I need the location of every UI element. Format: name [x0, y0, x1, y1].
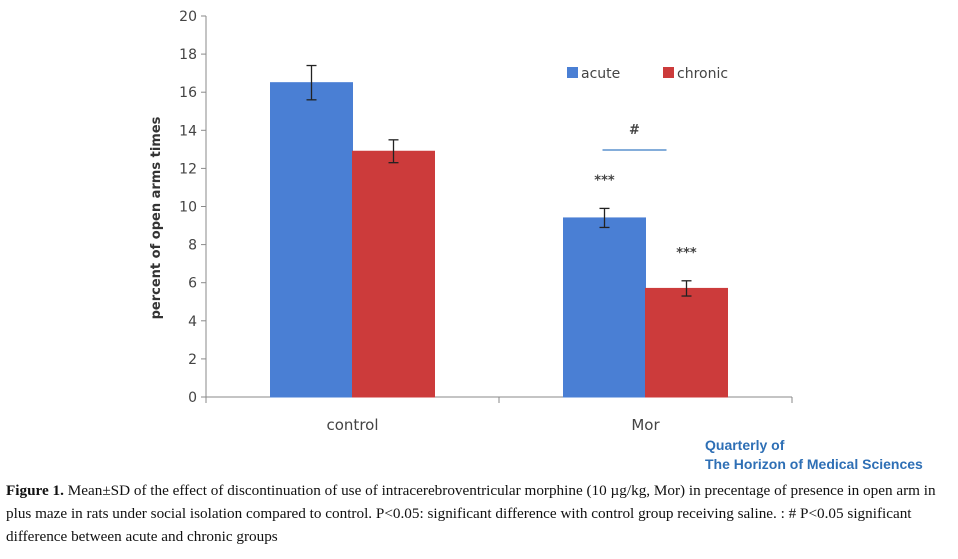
y-tick-label: 6	[188, 276, 197, 292]
y-tick-label: 2	[188, 352, 197, 368]
significance-marker: ***	[676, 246, 697, 261]
bar-chronic-Mor	[645, 287, 728, 398]
y-tick-label: 16	[179, 85, 197, 101]
y-tick-label: 10	[179, 200, 197, 216]
y-tick-label: 8	[188, 238, 197, 254]
x-category-label: Mor	[631, 416, 660, 434]
journal-name-line2: The Horizon of Medical Sciences	[705, 456, 923, 472]
y-tick-label: 12	[179, 161, 197, 177]
chart-axes: 0 2 4 6 8 10 12 14 16 18 20 control Mor	[179, 9, 793, 434]
legend-label-chronic: chronic	[677, 66, 728, 82]
y-tick-label: 20	[179, 9, 197, 25]
significance-marker: ***	[594, 173, 615, 188]
chart-bars	[270, 64, 728, 398]
legend-swatch-acute	[567, 67, 578, 78]
legend-swatch-chronic	[663, 67, 674, 78]
chart-annotations: *** *** #	[594, 123, 697, 261]
x-category-label: control	[327, 416, 379, 434]
figure-caption: Figure 1. Mean±SD of the effect of disco…	[6, 479, 954, 548]
journal-name-line1: Quarterly of	[705, 437, 785, 453]
y-axis-label: percent of open arms times	[149, 116, 164, 319]
bar-acute-Mor	[563, 217, 646, 398]
bar-chart: 0 2 4 6 8 10 12 14 16 18 20 control Mor *** *** # acut…	[149, 9, 793, 434]
figure-caption-text: Mean±SD of the effect of discontinuation…	[6, 482, 936, 545]
y-tick-label: 4	[188, 314, 197, 330]
figure-caption-label: Figure 1.	[6, 482, 64, 499]
bar-acute-control	[270, 82, 353, 398]
chart-legend: acute chronic	[567, 66, 728, 82]
legend-label-acute: acute	[581, 66, 620, 82]
significance-marker: #	[629, 123, 640, 138]
bar-chronic-control	[352, 150, 435, 398]
y-tick-label: 0	[188, 390, 197, 406]
y-tick-label: 18	[179, 47, 197, 63]
journal-name: Quarterly of The Horizon of Medical Scie…	[705, 436, 923, 474]
y-tick-label: 14	[179, 123, 197, 139]
